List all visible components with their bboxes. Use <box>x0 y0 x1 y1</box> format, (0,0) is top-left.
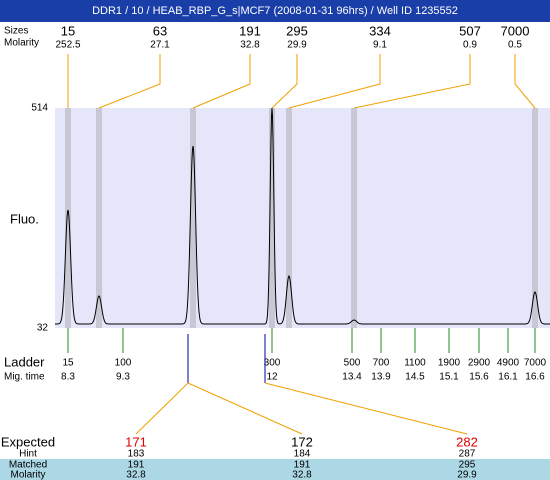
table-cell: 295 <box>459 460 476 471</box>
peak-size: 7000 <box>501 23 530 38</box>
y-label: Fluo. <box>10 211 39 226</box>
peak-size: 15 <box>61 23 75 38</box>
peak-size: 63 <box>153 23 167 38</box>
mig-time: 9.3 <box>116 372 130 383</box>
table-label: Molarity <box>10 470 45 480</box>
peak-molarity: 27.1 <box>150 40 170 51</box>
mig-time: 13.4 <box>342 372 362 383</box>
mig-time: 15.6 <box>469 372 489 383</box>
ladder-size: 100 <box>115 358 132 369</box>
ladder-size: 500 <box>344 358 361 369</box>
ladder-label: Ladder <box>4 354 45 369</box>
mig-time: 13.9 <box>371 372 391 383</box>
peak-size: 507 <box>459 23 481 38</box>
mig-label: Mig. time <box>4 372 45 383</box>
peak-size: 334 <box>369 23 391 38</box>
ladder-size: 4900 <box>497 358 520 369</box>
table-cell: 183 <box>128 449 145 460</box>
peak-connector <box>98 54 161 109</box>
y-tick-label: 514 <box>31 103 48 114</box>
mig-time: 15.1 <box>439 372 459 383</box>
peak-connector <box>288 54 381 109</box>
ladder-size: 2900 <box>468 358 491 369</box>
table-cell: 191 <box>128 460 145 471</box>
table-label: Matched <box>9 460 47 471</box>
peak-molarity: 9.1 <box>373 40 387 51</box>
peak-molarity: 32.8 <box>240 40 260 51</box>
table-label: Hint <box>19 449 37 460</box>
mig-time: 8.3 <box>61 372 75 383</box>
peak-connector <box>192 54 251 109</box>
peak-band <box>351 108 357 328</box>
table-highlight <box>0 459 550 480</box>
trace <box>55 107 550 325</box>
table-cell: 29.9 <box>457 470 477 480</box>
peak-band <box>190 108 196 328</box>
expected-connector <box>135 382 189 435</box>
ladder-size: 300 <box>264 358 281 369</box>
table-cell: 32.8 <box>292 470 312 480</box>
expected-connector <box>264 382 468 435</box>
peak-molarity: 29.9 <box>287 40 307 51</box>
peak-band <box>532 108 538 328</box>
mig-time: 16.6 <box>525 372 545 383</box>
peak-molarity: 0.9 <box>463 40 477 51</box>
table-cell: 171 <box>125 434 147 449</box>
ladder-size: 700 <box>373 358 390 369</box>
table-cell: 282 <box>456 434 478 449</box>
peak-molarity: 0.5 <box>508 40 522 51</box>
table-label: Expected <box>1 434 55 449</box>
table-cell: 184 <box>294 449 311 460</box>
title-bar <box>0 0 550 22</box>
title: DDR1 / 10 / HEAB_RBP_G_s|MCF7 (2008-01-3… <box>92 5 458 17</box>
peak-band <box>269 108 275 328</box>
table-cell: 287 <box>459 449 476 460</box>
ladder-size: 7000 <box>524 358 547 369</box>
peak-band <box>286 108 292 328</box>
expected-connector <box>187 382 303 435</box>
y-tick-label: 32 <box>37 323 49 334</box>
size-label: Sizes <box>4 26 28 37</box>
peak-band <box>65 108 71 328</box>
peak-connector <box>271 54 298 109</box>
ladder-size: 1900 <box>438 358 461 369</box>
mig-time: 14.5 <box>405 372 425 383</box>
table-cell: 191 <box>294 460 311 471</box>
molarity-label: Molarity <box>4 38 39 49</box>
mig-time: 12 <box>266 372 278 383</box>
plot-area <box>55 108 550 328</box>
peak-size: 191 <box>239 23 261 38</box>
ladder-size: 1100 <box>404 358 426 369</box>
peak-size: 295 <box>286 23 308 38</box>
table-cell: 32.8 <box>126 470 146 480</box>
peak-connector <box>514 54 536 109</box>
mig-time: 16.1 <box>498 372 518 383</box>
peak-connector <box>353 54 471 109</box>
ladder-size: 15 <box>62 358 74 369</box>
table-cell: 172 <box>291 434 313 449</box>
peak-band <box>96 108 102 328</box>
peak-molarity: 252.5 <box>55 40 80 51</box>
